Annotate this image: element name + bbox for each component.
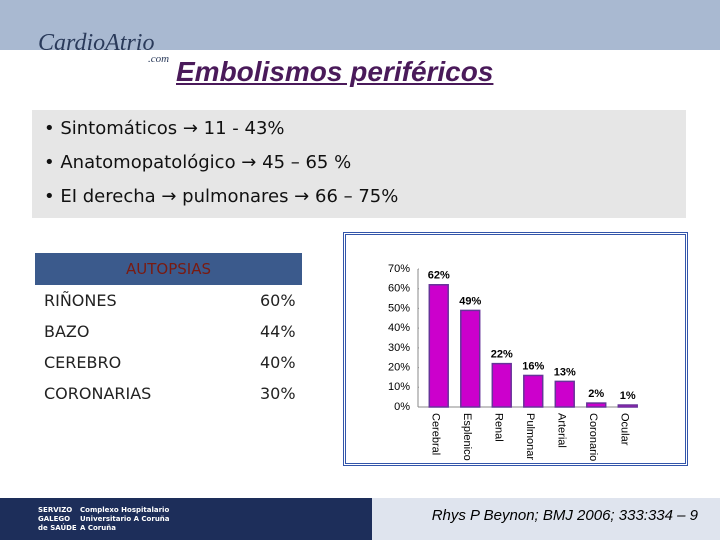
cell: 60% bbox=[260, 291, 296, 310]
citation-text: Rhys P Beynon; BMJ 2006; 333:334 – 9 bbox=[431, 507, 698, 524]
y-tick-label: 70% bbox=[388, 263, 410, 275]
table-title: AUTOPSIAS bbox=[35, 253, 302, 285]
bar bbox=[554, 380, 575, 408]
bullet: • EI derecha → pulmonares → 66 – 75% bbox=[44, 186, 399, 207]
x-tick-label: Arterial bbox=[556, 413, 568, 448]
logo: CardioAtrio bbox=[38, 30, 155, 56]
y-tick-label: 0% bbox=[394, 401, 410, 413]
value-label: 1% bbox=[620, 390, 636, 402]
org-line: SERVIZO bbox=[38, 506, 73, 514]
bullet: • Anatomopatológico → 45 – 65 % bbox=[44, 152, 352, 173]
cell: CEREBRO bbox=[44, 353, 122, 372]
y-tick-label: 10% bbox=[388, 381, 410, 393]
bar bbox=[523, 374, 544, 408]
value-label: 2% bbox=[588, 388, 604, 400]
cell: 44% bbox=[260, 322, 296, 341]
bar bbox=[428, 284, 449, 408]
org-line: de SAÚDE bbox=[38, 524, 77, 532]
logo-suffix: .com bbox=[148, 53, 170, 65]
bullet-text: Sintomáticos → 11 - 43% bbox=[60, 118, 285, 139]
bar bbox=[617, 404, 638, 408]
citation: Rhys P Beynon; BMJ 2006; 333:334 – 9 bbox=[372, 498, 720, 540]
y-tick-label: 50% bbox=[388, 302, 410, 314]
bullet-text: Anatomopatológico → 45 – 65 % bbox=[60, 152, 352, 173]
y-tick-label: 60% bbox=[388, 283, 410, 295]
cell: 40% bbox=[260, 353, 296, 372]
cell: RIÑONES bbox=[44, 291, 117, 310]
x-tick-label: Esplenico bbox=[461, 413, 473, 461]
x-tick-label: Ocular bbox=[619, 413, 631, 446]
bar bbox=[586, 402, 607, 408]
value-label: 22% bbox=[491, 349, 513, 361]
value-label: 49% bbox=[459, 295, 481, 307]
value-label: 13% bbox=[554, 366, 576, 378]
cell: 30% bbox=[260, 384, 296, 403]
org-logo: SERVIZO GALEGO de SAÚDE bbox=[38, 506, 77, 533]
org-line: GALEGO bbox=[38, 515, 71, 523]
x-tick-label: Renal bbox=[493, 413, 505, 442]
x-tick-label: Coronario bbox=[587, 413, 599, 461]
cell: BAZO bbox=[44, 322, 90, 341]
bullet-box bbox=[32, 110, 686, 218]
y-tick-label: 30% bbox=[388, 342, 410, 354]
bar bbox=[491, 362, 512, 408]
x-tick-label: Cerebral bbox=[430, 413, 442, 455]
bar bbox=[460, 309, 481, 408]
x-tick-label: Pulmonar bbox=[524, 413, 536, 460]
value-label: 62% bbox=[428, 270, 450, 282]
chart-frame: 0% 10% 20% 30% 40% 50% 60% 70% Cerebral 62% Esplen… bbox=[343, 232, 688, 466]
top-band bbox=[0, 0, 720, 50]
title: Embolismos periféricos bbox=[176, 56, 494, 87]
bullet-text: EI derecha → pulmonares → 66 – 75% bbox=[60, 186, 399, 207]
y-tick-label: 40% bbox=[388, 322, 410, 334]
hospital: Complexo Hospitalario Universitario A Co… bbox=[80, 506, 170, 533]
y-tick-label: 20% bbox=[388, 361, 410, 373]
hospital-line: Universitario A Coruña bbox=[80, 515, 170, 523]
hospital-line: A Coruña bbox=[80, 524, 116, 532]
bullet: • Sintomáticos → 11 - 43% bbox=[44, 118, 285, 139]
chart: 0% 10% 20% 30% 40% 50% 60% 70% Cerebral 62% Esplen… bbox=[388, 263, 638, 461]
hospital-line: Complexo Hospitalario bbox=[80, 506, 170, 514]
cell: CORONARIAS bbox=[44, 384, 152, 403]
value-label: 16% bbox=[522, 360, 544, 372]
